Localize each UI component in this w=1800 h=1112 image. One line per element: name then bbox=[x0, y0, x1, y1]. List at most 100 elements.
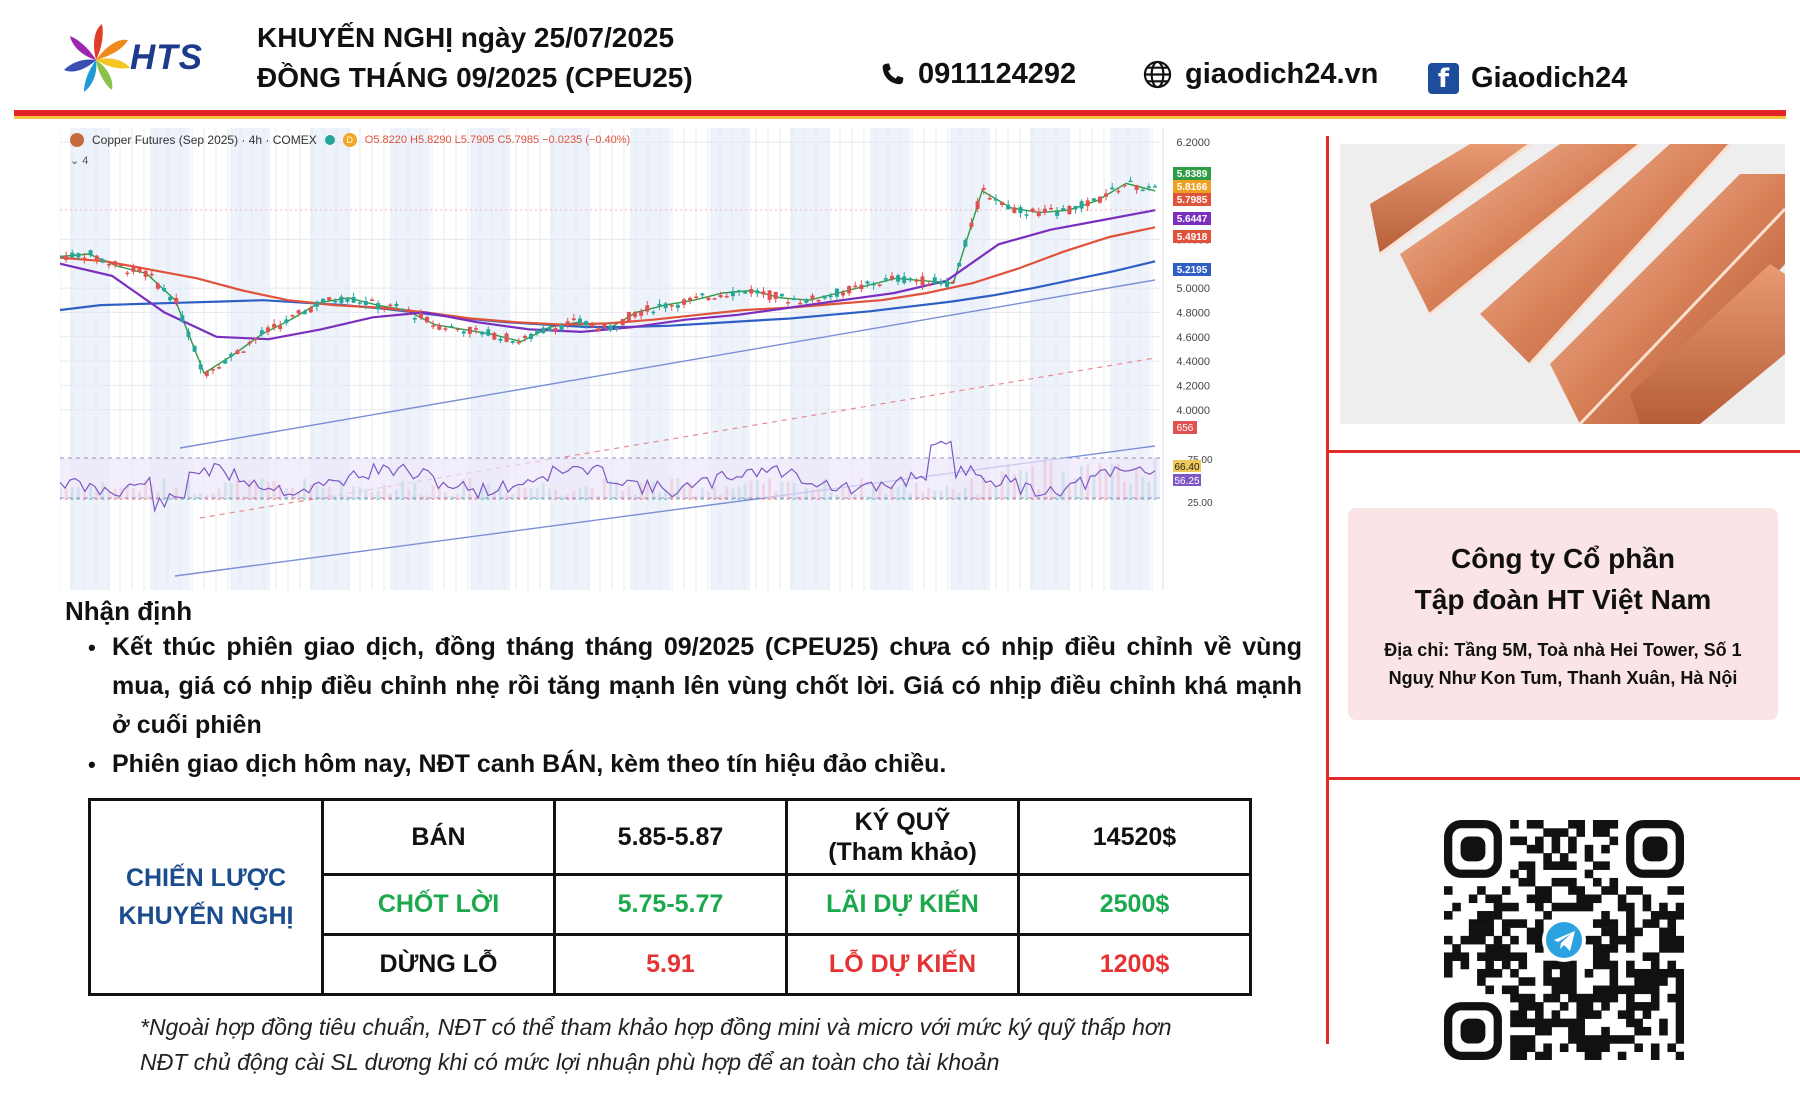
qr-finder-center bbox=[1642, 836, 1668, 862]
qr-module bbox=[1518, 977, 1528, 986]
candle bbox=[522, 335, 527, 338]
candle bbox=[161, 287, 166, 291]
qr-module bbox=[1601, 886, 1610, 895]
candle bbox=[608, 325, 613, 331]
qr-module bbox=[1642, 1026, 1652, 1036]
candle bbox=[327, 297, 332, 301]
qr-module bbox=[1460, 960, 1470, 970]
qr-module bbox=[1543, 1051, 1552, 1060]
qr-module bbox=[1468, 935, 1478, 945]
candle bbox=[70, 252, 75, 258]
candle bbox=[1153, 186, 1157, 188]
qr-module bbox=[1518, 836, 1528, 846]
qr-module bbox=[1675, 985, 1684, 995]
candle bbox=[981, 187, 986, 190]
qr-module bbox=[1535, 1018, 1544, 1028]
margin-label-line2: (Tham khảo) bbox=[828, 838, 977, 866]
margin-label: KÝ QUỸ (Tham khảo) bbox=[785, 798, 1020, 876]
bullet-icon: • bbox=[88, 635, 96, 660]
qr-module bbox=[1650, 1051, 1660, 1060]
candle bbox=[431, 325, 436, 327]
qr-module bbox=[1601, 993, 1610, 1003]
facebook-link[interactable]: f Giaodich24 bbox=[1428, 62, 1627, 95]
qr-module bbox=[1501, 944, 1511, 953]
qr-module bbox=[1493, 911, 1503, 920]
rsi-badge bbox=[1173, 460, 1201, 472]
qr-module bbox=[1609, 1035, 1619, 1044]
candle bbox=[529, 333, 534, 339]
phone-contact[interactable]: 0911124292 bbox=[878, 58, 1076, 91]
qr-module bbox=[1584, 1035, 1594, 1044]
qr-module bbox=[1626, 1002, 1635, 1011]
candle bbox=[174, 297, 179, 304]
website-link[interactable]: giaodich24.vn bbox=[1142, 58, 1378, 91]
qr-module bbox=[1642, 952, 1652, 961]
qr-module bbox=[1518, 1018, 1528, 1028]
qr-module bbox=[1526, 1002, 1536, 1011]
qr-module bbox=[1535, 935, 1544, 945]
candle bbox=[596, 328, 601, 332]
candle bbox=[553, 328, 558, 331]
candle bbox=[467, 326, 472, 334]
qr-module bbox=[1675, 886, 1684, 895]
candle bbox=[749, 289, 754, 294]
candle bbox=[1012, 207, 1017, 213]
hts-logo-icon bbox=[64, 24, 130, 92]
qr-module bbox=[1609, 968, 1619, 978]
qr-module bbox=[1592, 919, 1602, 928]
qr-module bbox=[1444, 960, 1453, 970]
telegram-qr-code[interactable] bbox=[1444, 820, 1684, 1060]
analysis-bullet: • Phiên giao dịch hôm nay, NĐT canh BÁN,… bbox=[88, 745, 1302, 784]
qr-module bbox=[1568, 977, 1577, 986]
candle bbox=[785, 302, 790, 304]
qr-module bbox=[1535, 927, 1544, 937]
qr-module bbox=[1576, 1035, 1585, 1044]
qr-module bbox=[1535, 844, 1544, 854]
qr-module bbox=[1609, 820, 1619, 829]
candle bbox=[737, 290, 742, 292]
qr-module bbox=[1667, 960, 1677, 970]
qr-module bbox=[1667, 935, 1677, 945]
qr-module bbox=[1609, 836, 1619, 846]
candle bbox=[1091, 198, 1096, 201]
qr-module bbox=[1551, 993, 1561, 1003]
qr-module bbox=[1526, 1018, 1536, 1028]
price-badge bbox=[1173, 180, 1211, 193]
candle bbox=[914, 280, 919, 282]
qr-module bbox=[1543, 1043, 1552, 1053]
qr-module bbox=[1477, 886, 1486, 895]
price-chart: 6.20005.40005.00004.80004.60004.40004.20… bbox=[60, 128, 1225, 590]
qr-module bbox=[1568, 1018, 1577, 1028]
qr-module bbox=[1444, 935, 1453, 945]
qr-module bbox=[1485, 919, 1494, 928]
right-divider-bottom bbox=[1326, 777, 1800, 780]
candle bbox=[168, 296, 173, 301]
qr-finder bbox=[1444, 820, 1502, 878]
candle bbox=[119, 264, 124, 267]
qr-module bbox=[1626, 1035, 1635, 1044]
footnote-line: NĐT chủ động cài SL dương khi có mức lợi… bbox=[140, 1049, 1000, 1075]
qr-module bbox=[1444, 911, 1453, 920]
candle bbox=[810, 295, 815, 299]
qr-module bbox=[1551, 985, 1561, 995]
candle bbox=[64, 255, 69, 261]
qr-module bbox=[1559, 985, 1569, 995]
qr-module bbox=[1535, 944, 1544, 953]
indicator-toggle[interactable]: ⌄ 4 bbox=[70, 154, 88, 167]
qr-module bbox=[1650, 911, 1660, 920]
qr-module bbox=[1543, 894, 1552, 904]
qr-module bbox=[1510, 968, 1519, 978]
qr-module bbox=[1634, 927, 1643, 937]
qr-module bbox=[1551, 960, 1561, 970]
qr-module bbox=[1584, 894, 1594, 904]
candle bbox=[131, 265, 136, 272]
analysis-title: Nhận định bbox=[65, 596, 193, 626]
qr-module bbox=[1510, 1043, 1519, 1053]
candle bbox=[296, 310, 301, 314]
candle bbox=[987, 198, 992, 200]
qr-module bbox=[1642, 1002, 1652, 1011]
qr-module bbox=[1568, 1035, 1577, 1044]
expected-profit-amount: 2500$ bbox=[1017, 873, 1252, 936]
qr-module bbox=[1584, 902, 1594, 912]
qr-module bbox=[1510, 935, 1519, 945]
